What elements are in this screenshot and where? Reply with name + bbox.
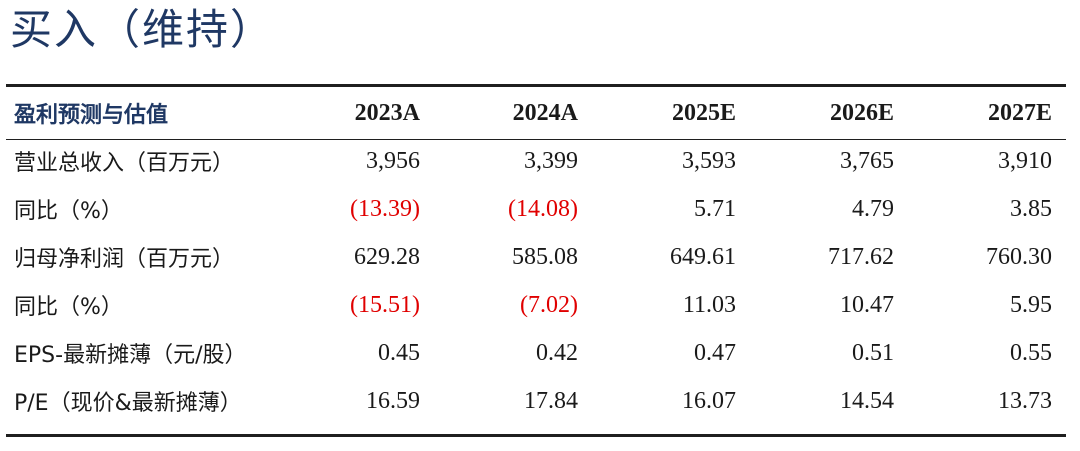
cell-value: 13.73 — [998, 387, 1052, 414]
row-label: EPS-最新摊薄（元/股） — [14, 343, 247, 368]
cell-value: 717.62 — [828, 243, 894, 270]
cell-value: 585.08 — [512, 243, 578, 270]
cell-value: 17.84 — [524, 387, 578, 414]
header-year: 2023A — [354, 99, 420, 126]
cell-value: 3,910 — [998, 147, 1052, 174]
table-bottom-rule — [6, 434, 1066, 437]
table-top-rule — [6, 84, 1066, 87]
cell-value: 0.42 — [536, 339, 578, 366]
cell-value: 629.28 — [354, 243, 420, 270]
cell-value: 649.61 — [670, 243, 736, 270]
row-label: 归母净利润（百万元） — [14, 247, 235, 272]
cell-value: 3,593 — [682, 147, 736, 174]
cell-value: 5.71 — [694, 195, 736, 222]
cell-value: 16.59 — [366, 387, 420, 414]
cell-value: (15.51) — [350, 291, 420, 318]
cell-value: 0.45 — [378, 339, 420, 366]
table-row: 营业总收入（百万元） 3,956 3,399 3,593 3,765 3,910 — [6, 137, 1066, 185]
header-year: 2025E — [671, 99, 736, 126]
table-row: 同比（%） (15.51) (7.02) 11.03 10.47 5.95 — [6, 281, 1066, 329]
cell-value: (14.08) — [508, 195, 578, 222]
row-label: P/E（现价&最新摊薄） — [14, 391, 242, 416]
cell-value: 0.47 — [694, 339, 736, 366]
cell-value: 4.79 — [852, 195, 894, 222]
cell-value: 3,956 — [366, 147, 420, 174]
cell-value: (13.39) — [350, 195, 420, 222]
cell-value: 10.47 — [840, 291, 894, 318]
header-year: 2024A — [512, 99, 578, 126]
cell-value: 5.95 — [1010, 291, 1052, 318]
cell-value: (7.02) — [520, 291, 578, 318]
cell-value: 16.07 — [682, 387, 736, 414]
table-row: 同比（%） (13.39) (14.08) 5.71 4.79 3.85 — [6, 185, 1066, 233]
header-year: 2026E — [829, 99, 894, 126]
table-row: 归母净利润（百万元） 629.28 585.08 649.61 717.62 7… — [6, 233, 1066, 281]
header-label: 盈利预测与估值 — [14, 103, 169, 128]
table-row: EPS-最新摊薄（元/股） 0.45 0.42 0.47 0.51 0.55 — [6, 329, 1066, 377]
cell-value: 760.30 — [986, 243, 1052, 270]
cell-value: 0.51 — [852, 339, 894, 366]
rating-title: 买入（维持） — [10, 5, 275, 54]
table-row: P/E（现价&最新摊薄） 16.59 17.84 16.07 14.54 13.… — [6, 377, 1066, 425]
cell-value: 3,399 — [524, 147, 578, 174]
header-divider — [6, 139, 1066, 140]
forecast-table: 盈利预测与估值 2023A 2024A 2025E 2026E 2027E 营业… — [6, 89, 1066, 425]
row-label: 同比（%） — [14, 199, 123, 224]
cell-value: 3,765 — [840, 147, 894, 174]
cell-value: 3.85 — [1010, 195, 1052, 222]
row-label: 营业总收入（百万元） — [14, 151, 235, 176]
cell-value: 0.55 — [1010, 339, 1052, 366]
table-header-row: 盈利预测与估值 2023A 2024A 2025E 2026E 2027E — [6, 89, 1066, 137]
cell-value: 14.54 — [840, 387, 894, 414]
header-year: 2027E — [987, 99, 1052, 126]
cell-value: 11.03 — [682, 291, 736, 318]
row-label: 同比（%） — [14, 295, 123, 320]
